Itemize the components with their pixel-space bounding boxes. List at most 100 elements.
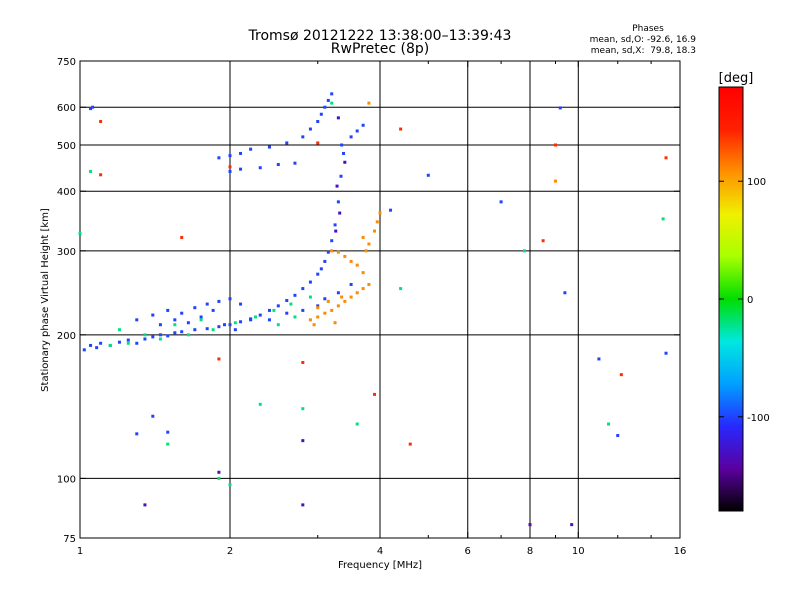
data-point — [89, 343, 93, 347]
data-point — [343, 254, 347, 258]
data-point — [336, 250, 340, 254]
data-point — [326, 299, 330, 303]
data-point — [258, 166, 262, 170]
data-point — [340, 143, 344, 147]
data-point — [135, 432, 139, 436]
data-point — [616, 434, 620, 438]
data-point — [126, 341, 130, 345]
data-point — [319, 267, 323, 271]
data-point — [158, 337, 162, 341]
data-point — [135, 341, 139, 345]
grid — [80, 61, 680, 538]
stats-x-line: mean, sd,X: 79.8, 18.3 — [591, 46, 696, 56]
data-point — [570, 523, 574, 527]
data-point — [553, 179, 557, 183]
data-point — [319, 112, 323, 116]
y-axis-label: Stationary phase Virtual Height [km] — [40, 208, 51, 392]
data-point — [326, 98, 330, 102]
data-point — [228, 483, 232, 487]
x-axis-label: Frequency [MHz] — [338, 560, 422, 571]
data-point — [399, 287, 403, 291]
data-point — [276, 304, 280, 308]
data-points — [78, 92, 668, 527]
data-point — [180, 235, 184, 239]
data-point — [343, 299, 347, 303]
data-point — [361, 287, 365, 291]
data-point — [173, 331, 177, 335]
axis-ticks: 1 2 4 6 8 10 16 75 100 200 300 400 500 600 750 — [57, 57, 686, 557]
data-point — [82, 348, 86, 352]
data-point — [228, 297, 232, 301]
data-point — [316, 304, 320, 308]
data-point — [151, 335, 155, 339]
data-point — [249, 318, 253, 322]
data-point — [239, 320, 243, 324]
data-point — [323, 297, 327, 301]
data-point — [338, 211, 342, 215]
data-point — [135, 318, 139, 322]
data-point — [239, 302, 243, 306]
data-point — [217, 156, 221, 160]
data-point — [217, 470, 221, 474]
data-point — [143, 503, 147, 507]
data-point — [151, 313, 155, 317]
data-point — [117, 340, 121, 344]
data-point — [330, 101, 334, 105]
data-point — [126, 338, 130, 342]
data-point — [239, 151, 243, 155]
data-point — [335, 184, 339, 188]
data-point — [285, 141, 289, 145]
data-point — [664, 156, 668, 160]
data-point — [349, 282, 353, 286]
colorbar-tick-label: 100 — [747, 177, 766, 188]
data-point — [336, 304, 340, 308]
data-point — [228, 323, 232, 327]
data-point — [89, 169, 93, 173]
data-point — [349, 259, 353, 263]
x-tick-label: 10 — [572, 546, 585, 557]
data-point — [108, 343, 112, 347]
y-tick-label: 100 — [57, 474, 76, 485]
data-point — [330, 239, 334, 243]
data-point — [217, 325, 221, 329]
data-point — [364, 249, 368, 253]
x-tick-label: 1 — [77, 546, 83, 557]
data-point — [249, 147, 253, 151]
y-tick-label: 400 — [57, 187, 76, 198]
data-point — [205, 327, 209, 331]
data-point — [239, 167, 243, 171]
data-point — [373, 229, 377, 233]
data-point — [367, 242, 371, 246]
data-point — [528, 523, 532, 527]
data-point — [340, 295, 344, 299]
data-point — [312, 323, 316, 327]
x-tick-label: 2 — [227, 546, 233, 557]
data-point — [233, 321, 237, 325]
data-point — [316, 120, 320, 124]
data-point — [117, 328, 121, 332]
data-point — [375, 220, 379, 224]
data-point — [217, 357, 221, 361]
chart-subtitle: RwPretec (8p) — [331, 41, 429, 57]
data-point — [205, 302, 209, 306]
data-point — [378, 211, 382, 215]
data-point — [607, 422, 611, 426]
data-point — [308, 127, 312, 131]
data-point — [426, 173, 430, 177]
data-point — [186, 321, 190, 325]
data-point — [361, 235, 365, 239]
data-point — [323, 311, 327, 315]
data-point — [349, 135, 353, 139]
data-point — [217, 476, 221, 480]
data-point — [186, 333, 190, 337]
data-point — [151, 414, 155, 418]
data-point — [99, 173, 103, 177]
y-tick-label: 200 — [57, 331, 76, 342]
data-point — [336, 116, 340, 120]
data-point — [316, 141, 320, 145]
data-point — [343, 160, 347, 164]
data-point — [336, 200, 340, 204]
data-point — [193, 306, 197, 310]
data-point — [339, 174, 343, 178]
x-tick-label: 4 — [377, 546, 383, 557]
